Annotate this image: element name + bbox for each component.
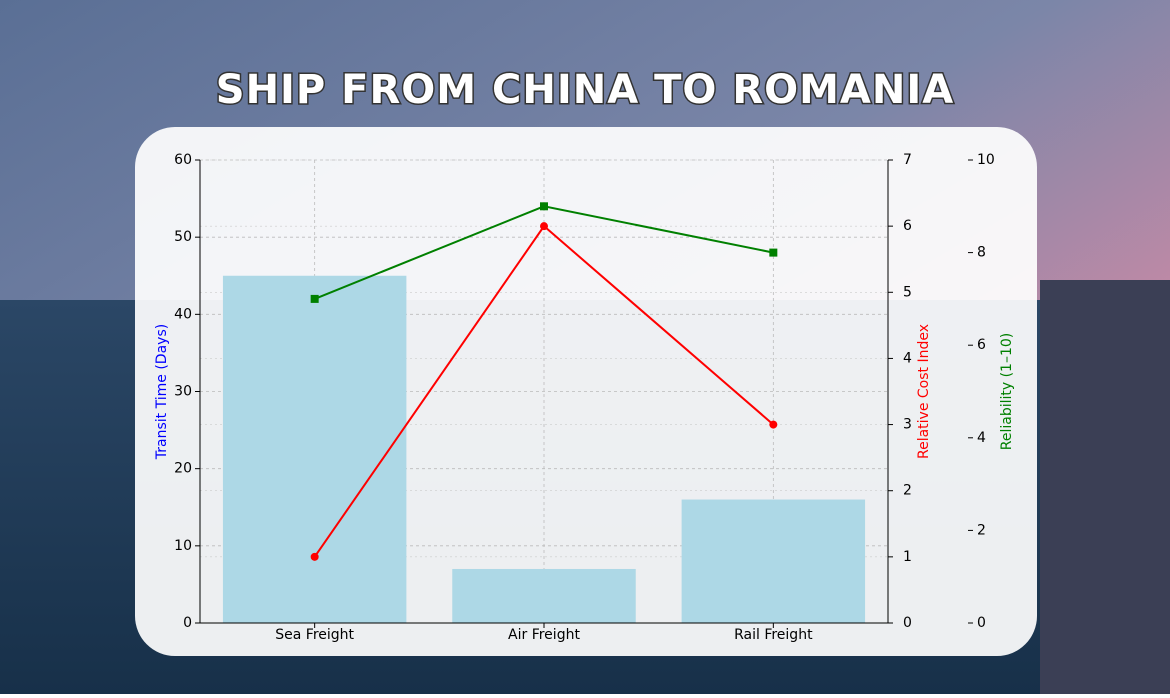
y3-tick-label: 10 [977,152,995,168]
y2-tick-label: 2 [903,483,912,499]
y2-tick-label: 6 [903,218,912,234]
chart-title: SHIP FROM CHINA TO ROMANIA [216,67,954,113]
y-tick-label: 60 [174,152,192,168]
marker [310,294,319,303]
y3-tick-label: 0 [977,615,986,631]
x-tick-label: Sea Freight [275,627,354,643]
bar [222,275,407,623]
y2-tick-label: 7 [903,152,912,168]
y-axis-label: Transit Time (Days) [154,324,170,460]
bar [681,499,866,623]
y-tick-label: 10 [174,538,192,554]
marker [769,420,778,429]
y2-tick-label: 0 [903,615,912,631]
bar [452,568,636,623]
marker [540,202,548,211]
marker [540,222,548,231]
y2-axis-label: Relative Cost Index [916,324,932,459]
x-tick-label: Air Freight [508,627,580,643]
background-road [1040,280,1170,694]
marker [769,248,778,257]
y2-tick-label: 5 [903,284,912,300]
y2-tick-label: 3 [903,417,912,433]
y3-tick-label: 8 [977,245,986,261]
y3-tick-label: 4 [977,430,986,446]
plot-area: 0 10 20 30 40 50 60 0 1 2 3 4 5 6 7 0 2 4 6 8 10 Sea Freight A… [154,152,1015,643]
x-tick-label: Rail Freight [734,627,813,643]
y3-axis-label: Reliability (1–10) [999,333,1015,451]
marker [310,552,319,561]
y3-tick-label: 6 [977,337,986,353]
y-tick-label: 30 [174,384,192,400]
y-tick-label: 40 [174,306,192,322]
y-tick-label: 20 [174,461,192,477]
y3-tick-label: 2 [977,522,986,538]
y2-tick-label: 1 [903,549,912,565]
y-tick-label: 0 [183,615,192,631]
y2-tick-label: 4 [903,350,912,366]
y-tick-label: 50 [174,229,192,245]
